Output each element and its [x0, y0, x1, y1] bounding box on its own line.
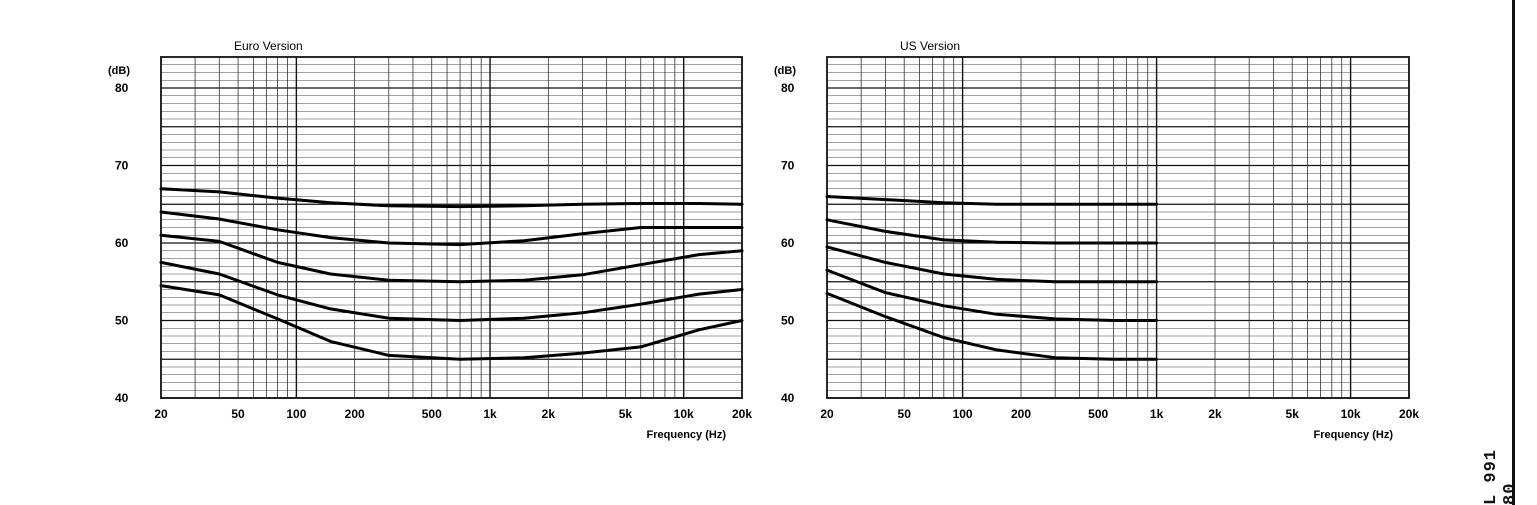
x-tick-label: 20: [154, 407, 168, 421]
x-tick-label: 1k: [1150, 407, 1164, 421]
series-line-2: [159, 210, 744, 247]
y-tick-label: 80: [781, 81, 795, 95]
x-tick-label: 20k: [1399, 407, 1419, 421]
x-tick-label: 5k: [619, 407, 633, 421]
plot-frame: [826, 56, 1410, 399]
x-tick-label: 200: [345, 407, 365, 421]
y-axis-label: (dB): [774, 65, 796, 77]
y-tick-label: 50: [781, 314, 795, 328]
y-tick-label: 40: [115, 391, 129, 405]
y-tick-label: 70: [115, 159, 129, 173]
y-tick-label: 80: [115, 81, 129, 95]
x-tick-label: 5k: [1286, 407, 1300, 421]
right-margin-rule: [1512, 0, 1515, 505]
grid: [826, 56, 1410, 399]
chart-title: Euro Version: [234, 39, 303, 53]
y-tick-label: 60: [115, 236, 129, 250]
x-tick-label: 2k: [542, 407, 556, 421]
chart-us-version: US Version (dB) 40 50 60 70 80 20 50 100 200 500 1k 2…: [774, 39, 1419, 441]
x-axis-label: Frequency (Hz): [647, 429, 727, 441]
x-tick-label: 100: [953, 407, 973, 421]
document-code: L 991 80: [1482, 448, 1520, 505]
x-tick-label: 10k: [674, 407, 694, 421]
x-tick-label: 1k: [483, 407, 497, 421]
series-line-1: [825, 195, 1159, 206]
y-axis-label: (dB): [108, 65, 130, 77]
chart-title: US Version: [900, 39, 960, 53]
x-tick-label: 500: [422, 407, 442, 421]
y-tick-label: 70: [781, 159, 795, 173]
series-line-4: [159, 260, 744, 322]
y-tick-label: 50: [115, 314, 129, 328]
x-tick-label: 2k: [1208, 407, 1222, 421]
x-axis-label: Frequency (Hz): [1314, 429, 1394, 441]
x-tick-label: 100: [286, 407, 306, 421]
x-tick-label: 200: [1011, 407, 1031, 421]
series-line-3: [159, 233, 744, 284]
series-line-4: [825, 268, 1159, 322]
x-tick-label: 50: [231, 407, 245, 421]
x-tick-label: 20k: [732, 407, 752, 421]
y-tick-label: 40: [781, 391, 795, 405]
series-line-1: [159, 187, 744, 209]
x-tick-label: 20: [820, 407, 834, 421]
x-tick-label: 10k: [1341, 407, 1361, 421]
y-tick-label: 60: [781, 236, 795, 250]
series-line-5: [159, 284, 744, 361]
series-line-5: [825, 291, 1159, 361]
x-tick-label: 50: [898, 407, 912, 421]
chart-euro-version: Euro Version (dB) 40 50 60 70 80 20 50 100 200 500 1…: [108, 39, 752, 441]
series-line-2: [825, 218, 1159, 245]
x-tick-label: 500: [1088, 407, 1108, 421]
series-line-3: [825, 245, 1159, 284]
